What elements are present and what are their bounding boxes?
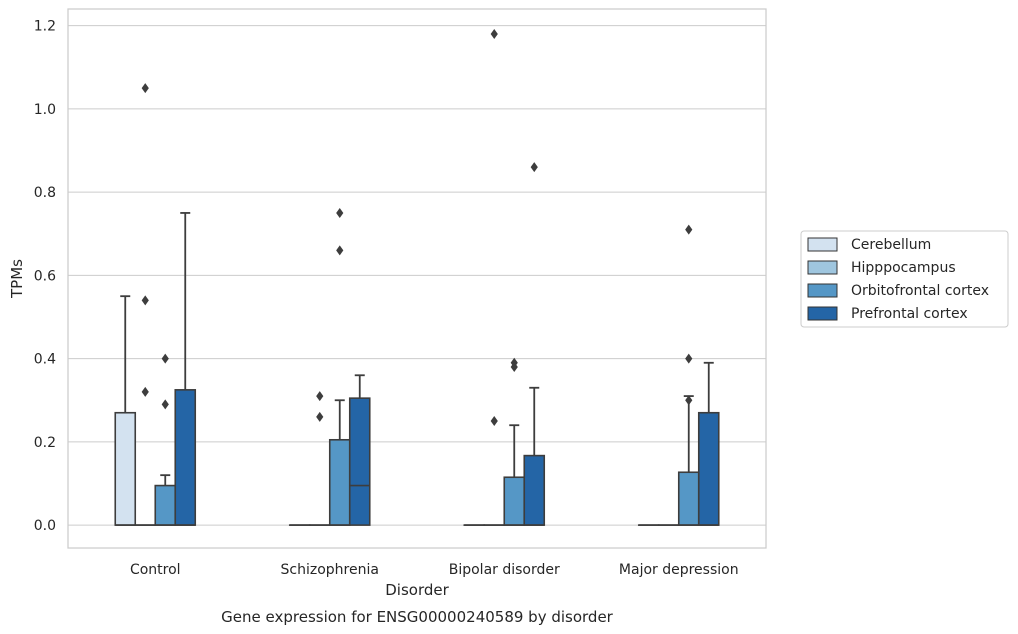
outlier-point [490,28,498,39]
y-tick-label: 0.6 [34,268,56,284]
y-tick-label: 0.0 [34,518,56,534]
box-hipppocampus-schizophrenia [308,391,331,526]
outlier-point [510,361,518,372]
x-tick-labels: Control Schizophrenia Bipolar disorder Majo… [130,562,739,578]
outlier-point [685,353,693,364]
box-iqr [697,411,720,526]
outlier-point [530,162,538,173]
x-tick-label: Bipolar disorder [449,562,560,578]
box-iqr [328,438,351,526]
legend-label-hipppocampus: Hipppocampus [851,260,956,276]
y-tick-labels: 0.0 0.2 0.4 0.6 0.8 1.0 1.2 [34,19,56,534]
outlier-point [141,295,149,306]
box-prefrontal-cortex-schizophrenia [348,374,371,526]
outlier-point [161,399,169,410]
legend-label-prefrontal-cortex: Prefrontal cortex [851,306,968,322]
box-iqr [348,397,371,526]
outlier-point [336,245,344,256]
box-groups [114,28,720,526]
legend-swatch-orbitofrontal-cortex [807,283,838,298]
box-iqr [677,471,700,526]
x-axis-title: Disorder [385,581,449,599]
outlier-point [141,83,149,94]
legend-swatch-hipppocampus [807,260,838,275]
box-prefrontal-cortex-bipolar-disorder [523,162,546,526]
outlier-point [161,353,169,364]
outlier-point [316,411,324,422]
outlier-point [490,416,498,427]
box-iqr [523,454,546,526]
legend-frame [800,230,1009,328]
y-tick-label: 0.8 [34,185,56,201]
box-iqr [174,389,197,526]
outlier-point [685,224,693,235]
x-tick-label: Major depression [619,562,739,578]
box-iqr [114,411,137,526]
box-cerebellum-control [114,295,137,526]
box-prefrontal-cortex-major-depression [697,361,720,526]
y-tick-label: 1.0 [34,102,56,118]
legend: Cerebellum Hipppocampus Orbitofrontal cort… [800,230,1009,328]
y-tick-label: 0.2 [34,435,56,451]
box-orbitofrontal-cortex-control [154,353,177,526]
box-hipppocampus-bipolar-disorder [483,28,506,526]
y-tick-label: 1.2 [34,19,56,35]
y-axis-title: TPMs [8,259,26,299]
box-iqr [154,484,177,526]
box-iqr [503,476,526,526]
plot-frame [67,8,767,549]
outlier-point [336,207,344,218]
box-orbitofrontal-cortex-bipolar-disorder [503,357,526,526]
legend-swatch-cerebellum [807,237,838,252]
box-hipppocampus-control [134,83,157,526]
legend-label-orbitofrontal-cortex: Orbitofrontal cortex [851,283,989,299]
outlier-point [685,395,693,406]
legend-label-cerebellum: Cerebellum [851,237,931,253]
x-tick-label: Control [130,562,181,578]
y-tick-label: 0.4 [34,352,56,368]
box-prefrontal-cortex-control [174,212,197,526]
legend-swatch-prefrontal-cortex [807,306,838,321]
x-tick-label: Schizophrenia [281,562,379,578]
outlier-point [316,391,324,402]
chart-caption: Gene expression for ENSG00000240589 by d… [221,608,614,626]
outlier-point [141,386,149,397]
